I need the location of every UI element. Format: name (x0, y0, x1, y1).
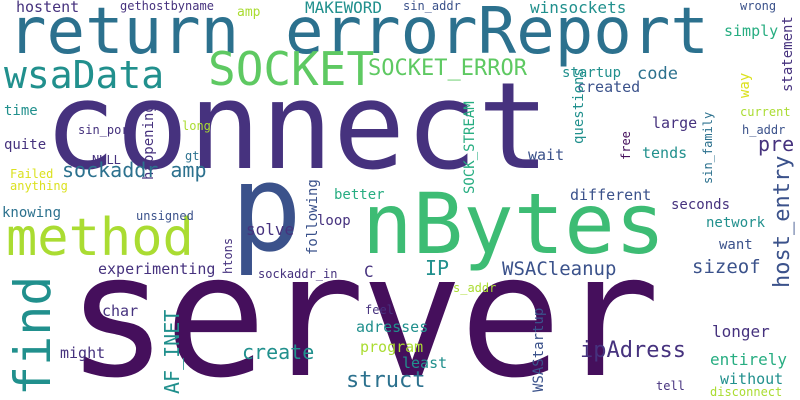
word: sockaddr_in (258, 267, 338, 281)
word: entirely (710, 350, 788, 369)
word: SOCKET (208, 42, 375, 96)
word: ipAdress (580, 338, 686, 363)
word: want (719, 237, 753, 253)
word: C (364, 262, 374, 281)
word: tends (642, 144, 688, 162)
word: sin_addr (403, 0, 461, 13)
word: quite (4, 137, 47, 153)
word: solve (246, 220, 295, 239)
word: SOCK_STREAM (462, 101, 478, 194)
word: find (4, 275, 62, 396)
word: AF_INET (160, 309, 184, 394)
word: sockaddr amp (62, 158, 207, 182)
word: struct (346, 368, 426, 393)
word: MAKEWORD (305, 0, 383, 17)
word: method (6, 208, 194, 268)
word: amp (237, 5, 261, 20)
word: created (577, 78, 641, 96)
word: unsigned (136, 209, 194, 223)
word: free (619, 131, 633, 160)
word: adresses (356, 318, 429, 336)
word: sizeof (692, 256, 761, 278)
word: create (242, 340, 315, 364)
word: different (570, 186, 652, 204)
word: startup (562, 65, 622, 81)
word: questions (571, 68, 587, 144)
word: return (8, 0, 240, 69)
word: s_addr (453, 281, 497, 295)
word: gethostbyname (120, 0, 214, 13)
word: disconnect (710, 385, 783, 399)
word: Failed (10, 167, 54, 181)
word: WSACleanup (502, 258, 617, 280)
word: tell (656, 379, 685, 393)
word: wrong (740, 0, 777, 13)
word: anything (10, 179, 68, 193)
word: winsockets (530, 0, 627, 17)
word: loop (317, 213, 351, 229)
word: sin_port (78, 123, 136, 137)
word: wsaData (4, 53, 165, 97)
word: simply (724, 22, 779, 40)
word: pre (758, 132, 795, 156)
word: feel (365, 303, 394, 317)
word: SOCKET_ERROR (368, 56, 527, 81)
word: WSAStartup (531, 307, 547, 392)
word: htons (221, 237, 235, 274)
word: statement (780, 16, 796, 92)
word: code (637, 64, 678, 84)
word: hostent (16, 0, 80, 16)
word: way (737, 72, 753, 98)
word: large (652, 114, 698, 132)
word: gt (185, 149, 200, 163)
word: wait (528, 146, 565, 164)
word: sin_family (701, 111, 715, 184)
word: longer (712, 322, 770, 341)
word: time (4, 103, 38, 119)
word: IP (425, 256, 450, 280)
word: server (66, 218, 660, 400)
word: program (360, 338, 424, 356)
word: network (706, 215, 766, 231)
word: NULL (92, 153, 121, 167)
word: nBytes (362, 175, 666, 273)
word: h_addr (742, 123, 786, 137)
word: knowing (2, 205, 62, 221)
word: connect (44, 58, 550, 197)
word: experimenting (98, 260, 216, 278)
word: p (230, 140, 303, 279)
word: errorReport (285, 0, 709, 69)
word: seconds (671, 197, 731, 213)
word: host_entry (770, 155, 795, 288)
word: might (60, 344, 106, 362)
word: char (102, 302, 139, 320)
word: least (402, 354, 448, 372)
word: current (740, 105, 791, 119)
word: better (334, 187, 385, 203)
word: without (720, 370, 784, 388)
word: long (182, 119, 211, 133)
